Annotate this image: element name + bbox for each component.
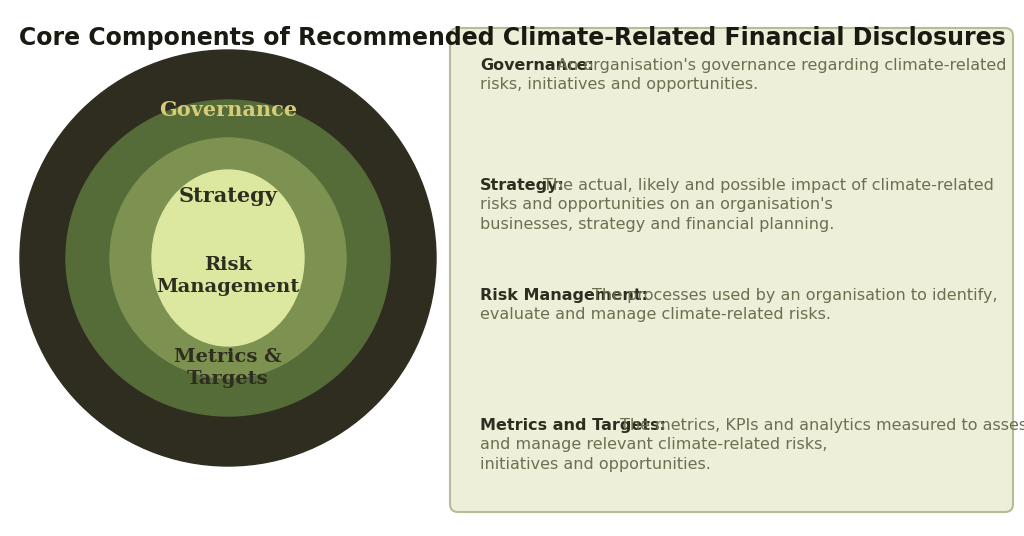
Text: Strategy: Strategy <box>178 186 278 206</box>
Text: Risk Management:: Risk Management: <box>480 288 648 303</box>
Text: An organisation's governance regarding climate-related: An organisation's governance regarding c… <box>557 58 1007 73</box>
Ellipse shape <box>110 138 346 378</box>
Text: Strategy:: Strategy: <box>480 178 565 193</box>
Text: Metrics &
Targets: Metrics & Targets <box>174 348 282 388</box>
Text: initiatives and opportunities.: initiatives and opportunities. <box>480 457 711 472</box>
Text: and manage relevant climate-related risks,: and manage relevant climate-related risk… <box>480 437 827 452</box>
Text: The metrics, KPIs and analytics measured to assess: The metrics, KPIs and analytics measured… <box>620 418 1024 433</box>
Text: Core Components of Recommended Climate-Related Financial Disclosures: Core Components of Recommended Climate-R… <box>18 26 1006 50</box>
Ellipse shape <box>66 100 390 416</box>
Text: evaluate and manage climate-related risks.: evaluate and manage climate-related risk… <box>480 308 831 323</box>
Text: Governance: Governance <box>159 100 297 120</box>
Ellipse shape <box>20 50 436 466</box>
Text: risks and opportunities on an organisation's: risks and opportunities on an organisati… <box>480 197 833 212</box>
Text: Risk
Management: Risk Management <box>157 256 300 296</box>
Text: Metrics and Targets:: Metrics and Targets: <box>480 418 666 433</box>
Text: businesses, strategy and financial planning.: businesses, strategy and financial plann… <box>480 217 835 232</box>
Text: The processes used by an organisation to identify,: The processes used by an organisation to… <box>592 288 997 303</box>
FancyBboxPatch shape <box>450 28 1013 512</box>
Text: Governance:: Governance: <box>480 58 594 73</box>
Text: The actual, likely and possible impact of climate-related: The actual, likely and possible impact o… <box>543 178 994 193</box>
Text: risks, initiatives and opportunities.: risks, initiatives and opportunities. <box>480 78 758 93</box>
Ellipse shape <box>152 170 304 346</box>
